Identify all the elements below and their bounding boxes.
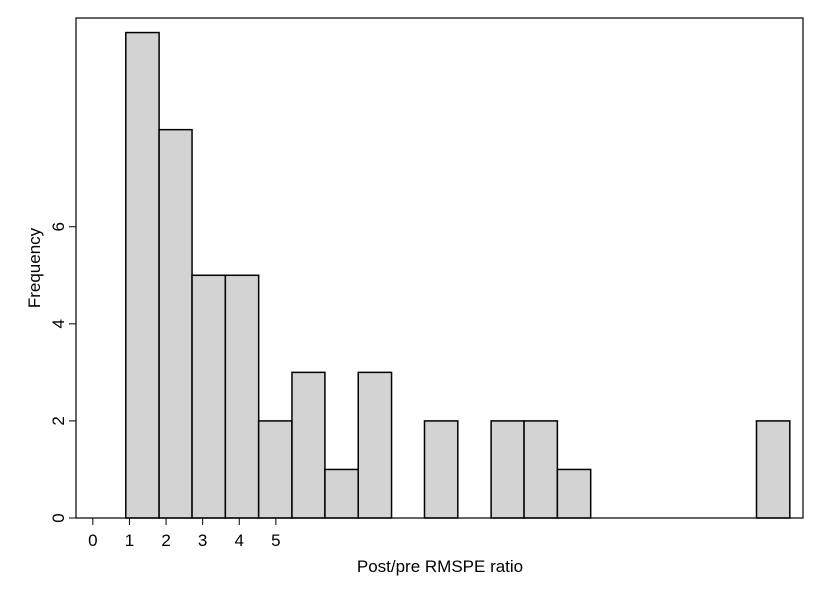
bar — [523, 420, 559, 519]
x-tick-label: 3 — [198, 531, 207, 550]
bar — [357, 371, 393, 519]
bar — [257, 420, 293, 519]
bar — [291, 371, 326, 519]
y-tick-label: 4 — [49, 319, 68, 328]
y-tick-label: 6 — [49, 222, 68, 231]
x-tick-label: 5 — [271, 531, 280, 550]
bar — [324, 468, 359, 519]
y-tick-label: 2 — [49, 416, 68, 425]
x-tick-label: 2 — [161, 531, 170, 550]
x-tick-label: 4 — [235, 531, 244, 550]
x-axis-label: Post/pre RMSPE ratio — [357, 557, 523, 576]
bar — [490, 420, 525, 519]
bar — [191, 274, 227, 519]
bar — [755, 420, 791, 519]
y-axis-label: Frequency — [25, 227, 44, 308]
y-tick-label: 0 — [49, 513, 68, 522]
plot-frame — [75, 17, 804, 519]
x-tick-label: 1 — [125, 531, 134, 550]
bar — [423, 420, 459, 519]
bar — [125, 31, 160, 519]
bar — [158, 128, 193, 519]
x-tick-label: 0 — [88, 531, 97, 550]
bar — [224, 274, 260, 519]
bar — [556, 468, 592, 519]
